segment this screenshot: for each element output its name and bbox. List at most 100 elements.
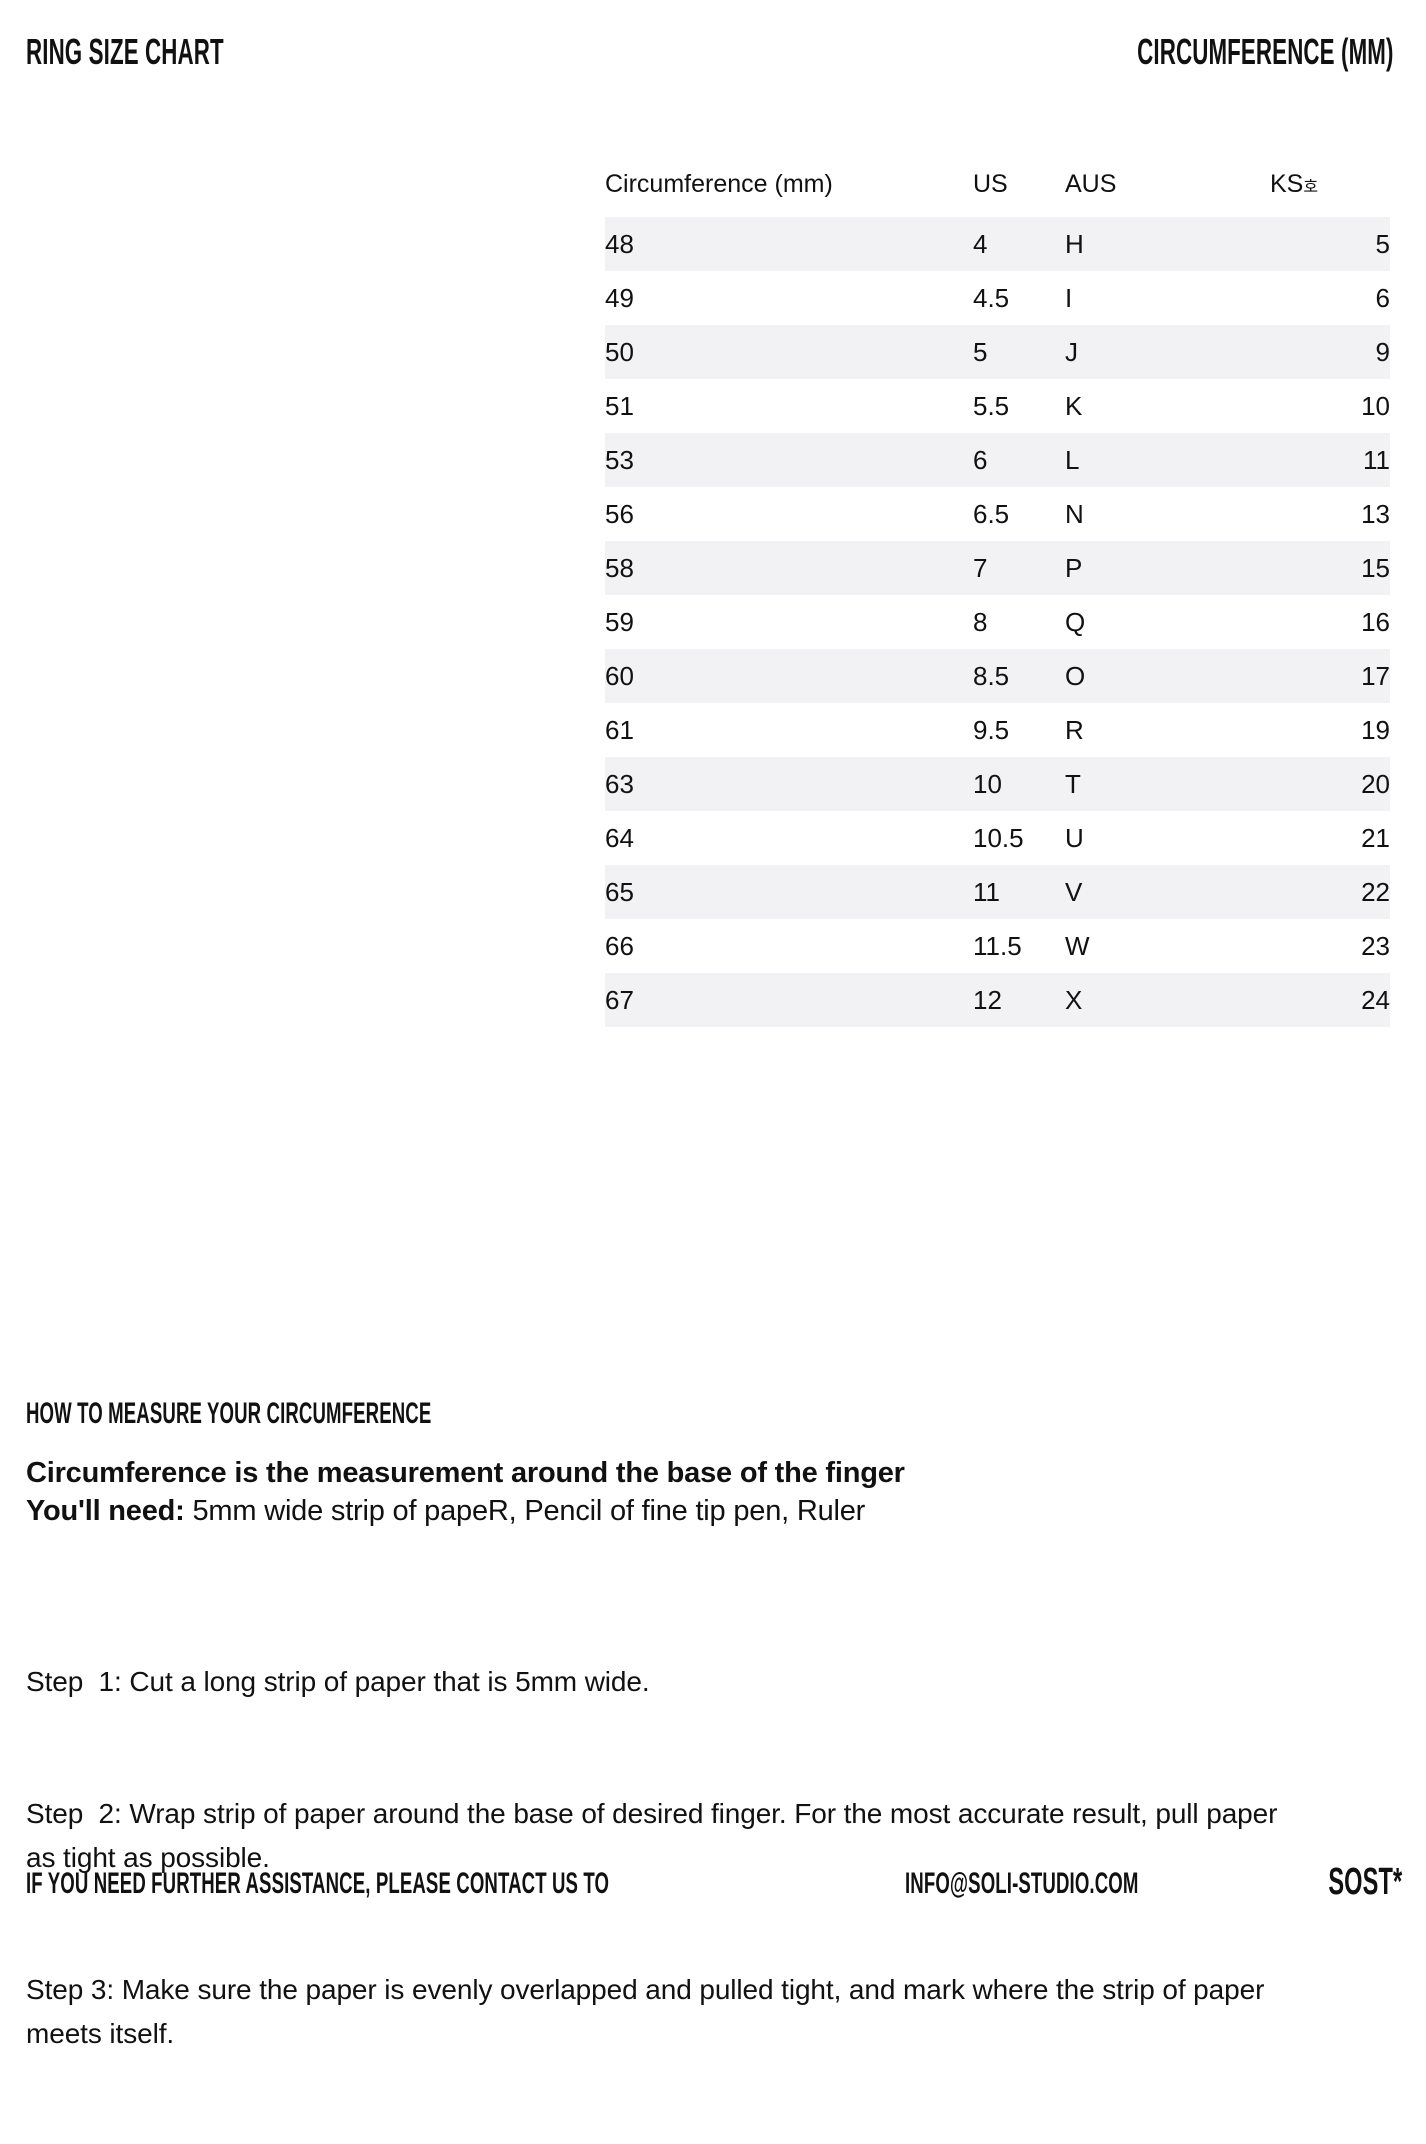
cell-aus: W xyxy=(1065,930,1090,961)
table-row: 50 5 J 9 xyxy=(605,325,1390,379)
cell-us: 10 xyxy=(973,757,1065,811)
table-row: 49 4.5 I 6 xyxy=(605,271,1390,325)
table-row: 48 4 H 5 xyxy=(605,217,1390,271)
cell-us: 4.5 xyxy=(973,282,1010,313)
instructions-heading: HOW TO MEASURE YOUR CIRCUMFERENCE xyxy=(26,1396,1286,1432)
table-body: 48 4 H 5 49 4.5 I 6 50 5 J 9 51 5.5 K 10 53 6 L 11 56 6.5 N 13 5… xyxy=(605,217,1390,1027)
table-row: 64 10.5 U 21 xyxy=(605,811,1390,865)
column-header-aus: AUS xyxy=(1065,170,1117,198)
cell-ks: 9 xyxy=(1270,325,1390,379)
cell-aus: Q xyxy=(1065,606,1086,637)
instructions-needs-label: You'll need: xyxy=(26,1495,185,1527)
cell-circumference: 61 xyxy=(605,714,634,745)
cell-circumference: 65 xyxy=(605,865,973,919)
cell-us: 11.5 xyxy=(973,930,1022,961)
cell-circumference: 63 xyxy=(605,757,973,811)
cell-aus: H xyxy=(1065,217,1270,271)
cell-aus: X xyxy=(1065,973,1270,1027)
instruction-step: Step 1: Cut a long strip of paper that i… xyxy=(26,1666,650,1697)
table-row: 60 8.5 O 17 xyxy=(605,649,1390,703)
instructions-heading-text: HOW TO MEASURE YOUR CIRCUMFERENCE xyxy=(26,1397,432,1430)
instructions-needs-line: You'll need: 5mm wide strip of papeR, Pe… xyxy=(26,1492,1286,1530)
table-row: 65 11 V 22 xyxy=(605,865,1390,919)
page-title: RING SIZE CHART xyxy=(26,30,345,74)
cell-ks: 13 xyxy=(1361,498,1390,529)
cell-circumference: 51 xyxy=(605,390,634,421)
cell-aus: K xyxy=(1065,390,1083,421)
instructions-section: HOW TO MEASURE YOUR CIRCUMFERENCE Circum… xyxy=(26,1396,1286,2144)
cell-ks: 19 xyxy=(1361,714,1390,745)
column-header-us: US xyxy=(973,170,1008,198)
cell-ks: 23 xyxy=(1361,930,1390,961)
table-row: 58 7 P 15 xyxy=(605,541,1390,595)
table-row: 61 9.5 R 19 xyxy=(605,703,1390,757)
cell-aus: V xyxy=(1065,865,1270,919)
instructions-needs-value: 5mm wide strip of papeR, Pencil of fine … xyxy=(192,1495,866,1527)
footer-email-text: INFO@SOLI-STUDIO.COM xyxy=(905,1867,1139,1900)
cell-aus: L xyxy=(1065,433,1270,487)
cell-ks: 6 xyxy=(1375,282,1390,313)
footer-assistance-text: IF YOU NEED FURTHER ASSISTANCE, PLEASE C… xyxy=(26,1865,966,1903)
document-header: RING SIZE CHART CIRCUMFERENCE (MM) xyxy=(0,30,1426,80)
cell-us: 5.5 xyxy=(973,390,1010,421)
cell-circumference: 48 xyxy=(605,217,973,271)
cell-circumference: 67 xyxy=(605,973,973,1027)
cell-ks: 20 xyxy=(1270,757,1390,811)
brand-logo-text: SOST* xyxy=(1328,1861,1402,1903)
cell-ks: 16 xyxy=(1361,606,1390,637)
table-row: 63 10 T 20 xyxy=(605,757,1390,811)
cell-us: 11 xyxy=(973,865,1065,919)
instructions-steps: Step 1: Cut a long strip of paper that i… xyxy=(26,1572,1286,2144)
cell-circumference: 49 xyxy=(605,282,634,313)
footer-assistance-label: IF YOU NEED FURTHER ASSISTANCE, PLEASE C… xyxy=(26,1867,610,1900)
cell-us: 10.5 xyxy=(973,822,1024,853)
table-row: 56 6.5 N 13 xyxy=(605,487,1390,541)
instructions-lede: Circumference is the measurement around … xyxy=(26,1457,905,1489)
cell-aus: T xyxy=(1065,757,1270,811)
column-header-circumference: Circumference (mm) xyxy=(605,170,833,198)
cell-circumference: 66 xyxy=(605,930,634,961)
cell-circumference: 53 xyxy=(605,433,973,487)
cell-us: 5 xyxy=(973,325,1065,379)
table-header: Circumference (mm) US AUS KS호 xyxy=(605,170,1390,217)
column-header-ks-text: KS xyxy=(1270,170,1304,198)
column-header-ks-suffix: 호 xyxy=(1303,179,1319,196)
table-row: 66 11.5 W 23 xyxy=(605,919,1390,973)
cell-circumference: 64 xyxy=(605,822,634,853)
cell-ks: 22 xyxy=(1270,865,1390,919)
cell-ks: 11 xyxy=(1270,433,1390,487)
cell-us: 6 xyxy=(973,433,1065,487)
cell-circumference: 60 xyxy=(605,649,973,703)
cell-circumference: 56 xyxy=(605,498,634,529)
cell-ks: 21 xyxy=(1361,822,1390,853)
page-title-text: RING SIZE CHART xyxy=(26,31,224,72)
cell-circumference: 58 xyxy=(605,541,973,595)
cell-us: 8 xyxy=(973,606,988,637)
footer-email[interactable]: INFO@SOLI-STUDIO.COM xyxy=(905,1865,1282,1903)
cell-us: 8.5 xyxy=(973,649,1065,703)
table-header-row: Circumference (mm) US AUS KS호 xyxy=(605,170,1390,217)
cell-ks: 17 xyxy=(1270,649,1390,703)
cell-us: 7 xyxy=(973,541,1065,595)
cell-us: 12 xyxy=(973,973,1065,1027)
cell-aus: I xyxy=(1065,282,1073,313)
document-footer: IF YOU NEED FURTHER ASSISTANCE, PLEASE C… xyxy=(0,1861,1426,1909)
cell-us: 6.5 xyxy=(973,498,1010,529)
cell-aus: O xyxy=(1065,649,1270,703)
cell-circumference: 50 xyxy=(605,325,973,379)
cell-aus: N xyxy=(1065,498,1084,529)
brand-logo: SOST* xyxy=(1283,1861,1402,1903)
cell-aus: U xyxy=(1065,822,1084,853)
cell-ks: 24 xyxy=(1270,973,1390,1027)
instruction-step: Step 2: Wrap strip of paper around the b… xyxy=(26,1798,1286,1873)
cell-circumference: 59 xyxy=(605,606,634,637)
cell-ks: 10 xyxy=(1361,390,1390,421)
table-row: 53 6 L 11 xyxy=(605,433,1390,487)
cell-us: 4 xyxy=(973,217,1065,271)
column-header-ks: KS호 xyxy=(1270,170,1390,217)
table-row: 51 5.5 K 10 xyxy=(605,379,1390,433)
cell-aus: P xyxy=(1065,541,1270,595)
ring-size-table: Circumference (mm) US AUS KS호 48 4 H 5 49 4.5… xyxy=(605,170,1390,1027)
cell-us: 9.5 xyxy=(973,714,1010,745)
cell-aus: R xyxy=(1065,714,1084,745)
